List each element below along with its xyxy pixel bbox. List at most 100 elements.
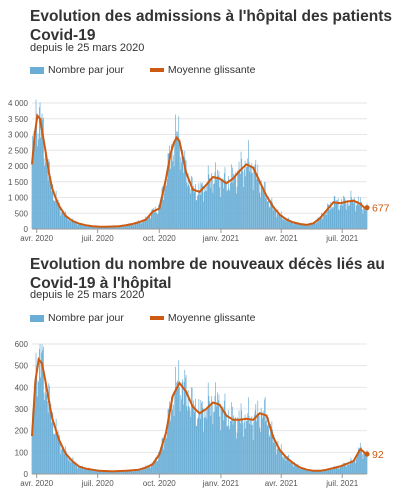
daily-bar [128, 469, 130, 474]
daily-bar [238, 419, 239, 474]
daily-bar [267, 201, 269, 229]
legend-item-average[interactable]: Moyenne glissante [149, 64, 255, 76]
daily-bar [170, 420, 172, 474]
daily-bar [363, 451, 364, 474]
daily-bar [161, 438, 163, 474]
daily-bar [171, 397, 173, 474]
daily-bar [46, 160, 48, 229]
legend-item-average[interactable]: Moyenne glissante [149, 312, 255, 324]
daily-bar [171, 146, 173, 229]
daily-bar [175, 387, 177, 474]
daily-bar [341, 465, 343, 474]
daily-bar [162, 449, 164, 474]
daily-bar [304, 467, 306, 474]
daily-bar [296, 223, 297, 229]
daily-bar [132, 224, 133, 229]
daily-bar [307, 469, 308, 474]
daily-bar [97, 226, 99, 229]
daily-bar [100, 472, 102, 474]
daily-bar [317, 220, 318, 229]
daily-bar [303, 223, 304, 229]
daily-bar [238, 172, 239, 229]
daily-bar [62, 212, 64, 229]
daily-bar [286, 218, 288, 229]
daily-bar [205, 408, 207, 474]
daily-bar [335, 199, 337, 229]
daily-bar [276, 217, 277, 229]
daily-bar [137, 469, 139, 474]
daily-bar [331, 469, 333, 474]
daily-bar [254, 410, 256, 474]
daily-bar [133, 225, 135, 229]
daily-bar [99, 226, 101, 229]
daily-bar [305, 223, 306, 229]
daily-bar [361, 447, 362, 474]
daily-bar [143, 220, 145, 229]
daily-bar [102, 471, 104, 474]
daily-bar [91, 226, 92, 229]
daily-bar [339, 209, 340, 229]
daily-bar [146, 219, 148, 229]
daily-bar [43, 158, 45, 229]
daily-bar [343, 462, 345, 474]
daily-bar [349, 201, 351, 229]
daily-bar [163, 193, 165, 229]
daily-bar [75, 222, 76, 229]
daily-bar [146, 467, 147, 474]
daily-bar [187, 410, 188, 474]
chart-subtitle: depuis le 25 mars 2020 [30, 42, 145, 54]
daily-bar [225, 181, 227, 229]
y-tick-label: 0 [24, 225, 29, 234]
daily-bar [107, 226, 109, 229]
daily-bar [175, 366, 176, 474]
daily-bar [136, 222, 138, 229]
daily-bar [156, 212, 157, 229]
daily-bar [348, 463, 350, 474]
end-point-marker [364, 205, 370, 211]
daily-bar [198, 399, 200, 474]
daily-bar [31, 164, 33, 229]
daily-bar [327, 205, 329, 229]
daily-bar [63, 215, 65, 229]
daily-bar [92, 226, 94, 229]
daily-bar [150, 218, 151, 229]
daily-bar [61, 211, 63, 229]
daily-bar [246, 420, 248, 474]
daily-bar [47, 180, 49, 229]
chart-legend: Nombre par jour Moyenne glissante [30, 64, 281, 76]
legend-item-daily[interactable]: Nombre par jour [30, 64, 124, 76]
legend-item-daily[interactable]: Nombre par jour [30, 312, 124, 324]
daily-bar [84, 225, 86, 229]
daily-bar [290, 462, 292, 474]
daily-bar [67, 217, 68, 229]
daily-bar [215, 406, 217, 474]
daily-bar [50, 403, 52, 474]
chart-legend: Nombre par jour Moyenne glissante [30, 312, 281, 324]
daily-bar [51, 422, 52, 474]
daily-bar [350, 190, 352, 229]
daily-bar [166, 437, 168, 474]
daily-bar [94, 470, 96, 474]
daily-bar [99, 471, 101, 474]
daily-bar [206, 191, 208, 229]
daily-bar [344, 198, 346, 229]
daily-bar [165, 429, 167, 474]
daily-bar [304, 223, 306, 229]
daily-bar [217, 400, 219, 474]
daily-bar [223, 173, 225, 229]
daily-bar [85, 468, 86, 474]
daily-bar [71, 462, 72, 474]
daily-bar [177, 131, 178, 229]
daily-bar [201, 401, 203, 474]
daily-bar [280, 450, 281, 474]
daily-bar [272, 202, 273, 229]
daily-bar [217, 175, 219, 229]
daily-bar [310, 222, 312, 229]
daily-bar [265, 421, 267, 474]
daily-bar [71, 459, 73, 474]
daily-bar [246, 421, 247, 474]
daily-bar [120, 471, 122, 474]
daily-bar [316, 222, 318, 229]
daily-bar [210, 187, 212, 229]
daily-bar [205, 190, 206, 229]
